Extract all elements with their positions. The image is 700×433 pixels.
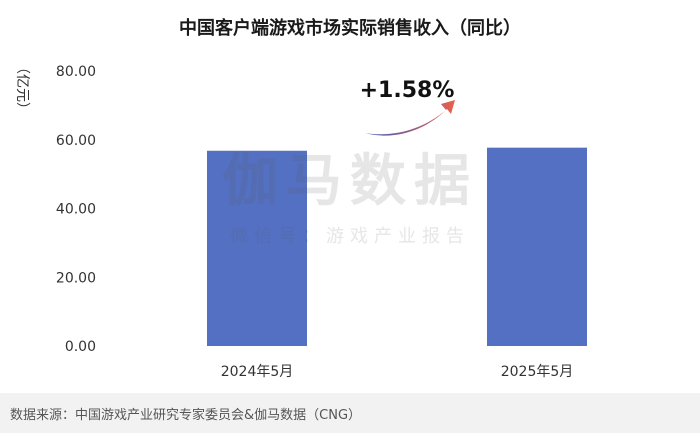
growth-arrow-icon [365,100,455,136]
footer: 数据来源：中国游戏产业研究专家委员会&伽马数据（CNG） [0,393,700,433]
y-tick-label: 60.00 [56,133,96,149]
watermark: 伽马数据 微信号：游戏产业报告 [222,149,478,247]
source-note: 数据来源：中国游戏产业研究专家委员会&伽马数据（CNG） [10,408,362,423]
y-axis-ticks: 0.00 20.00 40.00 60.00 80.00 [56,64,96,355]
y-axis-label: （亿元） [14,60,30,116]
y-tick-label: 40.00 [56,202,96,218]
watermark-sub: 微信号：游戏产业报告 [230,226,470,247]
y-tick-label: 20.00 [56,270,96,286]
growth-arrow [365,100,455,136]
growth-annotation: +1.58% [360,78,455,103]
y-tick-label: 0.00 [65,339,96,355]
bar [207,150,307,346]
x-tick-label: 2025年5月 [501,364,574,380]
y-tick-label: 80.00 [56,64,96,80]
x-tick-label: 2024年5月 [221,364,294,380]
svg-text:（亿元）: （亿元） [14,60,30,116]
chart-title: 中国客户端游戏市场实际销售收入（同比） [179,18,521,39]
x-axis-labels: 2024年5月 2025年5月 [221,364,574,380]
watermark-main: 伽马数据 [222,149,478,214]
bar [487,147,587,346]
bars [207,147,587,346]
